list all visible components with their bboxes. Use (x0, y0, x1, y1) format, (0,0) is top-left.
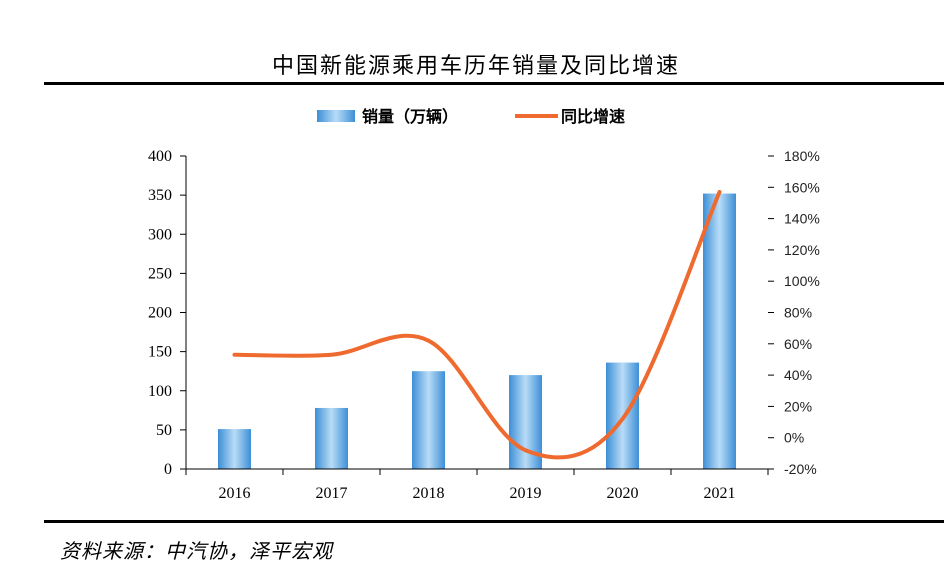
legend-label-growth: 同比增速 (561, 107, 625, 126)
x-tick-label: 2018 (413, 485, 445, 502)
bar (218, 429, 251, 469)
x-tick-label: 2016 (219, 485, 251, 502)
legend-swatch-bar (317, 110, 355, 122)
left-tick-label: 350 (148, 187, 172, 204)
right-tick-label: 80% (784, 305, 812, 321)
line-series (232, 189, 722, 460)
bottom-divider (44, 520, 944, 523)
axes: 0 50 100 150 200 250 300 350 400 -20% 0% 20% 40% 60% 8… (148, 148, 820, 502)
left-tick-label: 300 (148, 226, 172, 243)
left-tick-label: 100 (148, 383, 172, 400)
bar-series (218, 193, 736, 469)
legend: 销量（万辆） 同比增速 (317, 107, 625, 126)
source-note: 资料来源：中汽协，泽平宏观 (60, 539, 333, 563)
right-tick-label: 180% (784, 148, 820, 164)
chart-title: 中国新能源乘用车历年销量及同比增速 (271, 54, 680, 79)
bar (315, 407, 348, 469)
right-tick-label: 60% (784, 336, 812, 352)
growth-rate-line (232, 189, 722, 460)
top-divider (44, 82, 944, 85)
bar (412, 371, 445, 469)
left-tick-label: 0 (164, 461, 172, 478)
right-tick-label: 100% (784, 273, 820, 289)
left-tick-label: 150 (148, 344, 172, 361)
x-tick-label: 2017 (316, 485, 348, 502)
right-tick-label: 140% (784, 211, 820, 227)
legend-label-sales: 销量（万辆） (362, 107, 458, 126)
left-tick-label: 50 (156, 422, 172, 439)
left-tick-label: 400 (148, 148, 172, 165)
x-tick-label: 2019 (510, 485, 542, 502)
left-tick-label: 200 (148, 305, 172, 322)
right-tick-label: 0% (784, 430, 804, 446)
right-tick-label: 40% (784, 367, 812, 383)
right-tick-label: -20% (784, 461, 817, 477)
x-tick-label: 2020 (607, 485, 639, 502)
left-tick-label: 250 (148, 265, 172, 282)
right-tick-label: 160% (784, 179, 820, 195)
right-tick-label: 20% (784, 398, 812, 414)
bar (703, 193, 736, 469)
right-tick-label: 120% (784, 242, 820, 258)
x-tick-label: 2021 (704, 485, 736, 502)
